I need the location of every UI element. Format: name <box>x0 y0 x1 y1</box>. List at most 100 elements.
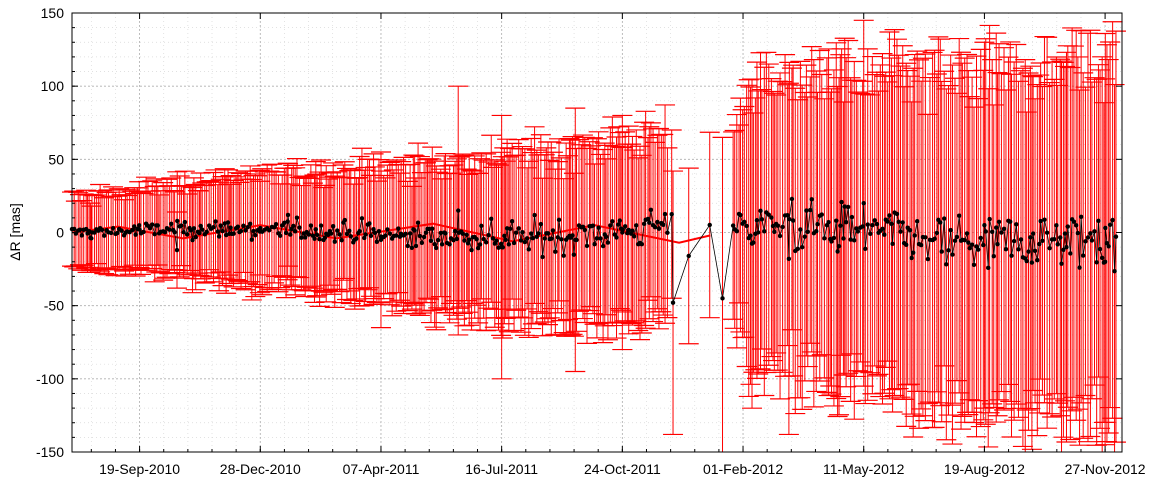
data-point <box>486 232 491 238</box>
data-point <box>880 226 885 232</box>
data-point <box>454 236 460 242</box>
data-point <box>863 246 868 252</box>
data-point <box>141 229 146 235</box>
data-point <box>89 236 94 241</box>
data-point <box>228 225 233 230</box>
data-point <box>235 224 241 229</box>
data-point <box>542 236 547 241</box>
data-point <box>368 233 374 239</box>
data-point <box>934 230 940 236</box>
data-point <box>1064 244 1069 250</box>
data-point <box>184 232 190 237</box>
data-point <box>218 223 223 228</box>
data-point <box>808 207 813 213</box>
data-point <box>802 234 808 239</box>
data-point <box>190 237 195 243</box>
data-point <box>772 229 777 234</box>
data-point <box>987 216 992 222</box>
data-point <box>756 230 761 235</box>
data-point <box>991 253 996 259</box>
data-point <box>971 262 977 268</box>
data-point <box>387 231 393 236</box>
data-point <box>494 238 499 243</box>
data-point <box>620 227 625 232</box>
data-point <box>1065 224 1071 229</box>
data-point <box>1112 268 1117 274</box>
data-point <box>777 233 783 239</box>
data-point <box>291 223 296 229</box>
data-point <box>584 243 590 249</box>
data-point <box>815 222 820 227</box>
data-point <box>322 235 328 241</box>
data-point <box>1029 260 1035 265</box>
data-point <box>918 242 924 248</box>
data-point <box>152 231 157 237</box>
data-point <box>622 224 628 229</box>
data-point <box>299 235 304 240</box>
data-point <box>1059 261 1064 266</box>
data-point <box>641 221 647 227</box>
data-point <box>1016 247 1021 252</box>
data-point <box>787 217 792 222</box>
data-point <box>335 228 340 233</box>
data-point <box>598 236 603 241</box>
data-point <box>179 223 184 228</box>
data-point <box>330 223 336 229</box>
data-point <box>215 229 220 234</box>
data-point <box>738 212 743 218</box>
data-point <box>1040 238 1045 244</box>
data-point <box>1055 242 1060 247</box>
data-point <box>518 238 524 243</box>
data-point <box>167 227 172 232</box>
data-point <box>841 236 846 241</box>
data-point <box>247 221 253 227</box>
data-point <box>434 245 439 251</box>
data-point <box>1073 223 1079 228</box>
data-point <box>332 239 337 244</box>
data-point <box>197 230 202 236</box>
data-point <box>923 235 928 240</box>
data-point <box>102 233 107 238</box>
data-point <box>1054 223 1059 228</box>
data-point <box>909 255 914 261</box>
data-point <box>155 223 161 228</box>
data-point <box>306 232 312 237</box>
data-point <box>506 242 512 247</box>
data-point <box>989 229 995 234</box>
data-point <box>460 231 466 236</box>
data-point <box>1032 248 1038 254</box>
x-tick-label: 19-Sep-2010 <box>99 461 180 477</box>
data-point <box>834 218 839 223</box>
data-point <box>99 227 105 233</box>
data-point <box>1071 219 1077 224</box>
data-point <box>986 265 991 271</box>
data-point <box>1042 217 1047 222</box>
data-point <box>522 239 528 245</box>
data-point <box>889 221 894 227</box>
data-point <box>1028 235 1033 240</box>
data-point <box>626 227 631 233</box>
data-point <box>520 230 525 235</box>
data-point <box>556 217 562 223</box>
data-point <box>285 219 290 224</box>
data-point <box>211 224 216 230</box>
data-point <box>978 235 983 241</box>
data-point <box>662 211 668 217</box>
data-point <box>1103 225 1108 231</box>
data-point <box>337 232 342 237</box>
data-point <box>766 212 771 217</box>
data-point <box>1088 231 1093 236</box>
data-point <box>1077 265 1082 270</box>
data-point <box>826 220 831 225</box>
data-point <box>835 249 840 254</box>
data-point <box>273 222 279 227</box>
data-point <box>191 226 197 231</box>
data-point <box>238 228 244 234</box>
data-point <box>831 235 837 241</box>
data-point <box>383 233 388 238</box>
data-point <box>785 212 790 218</box>
data-point <box>372 230 378 235</box>
data-point <box>670 300 676 305</box>
